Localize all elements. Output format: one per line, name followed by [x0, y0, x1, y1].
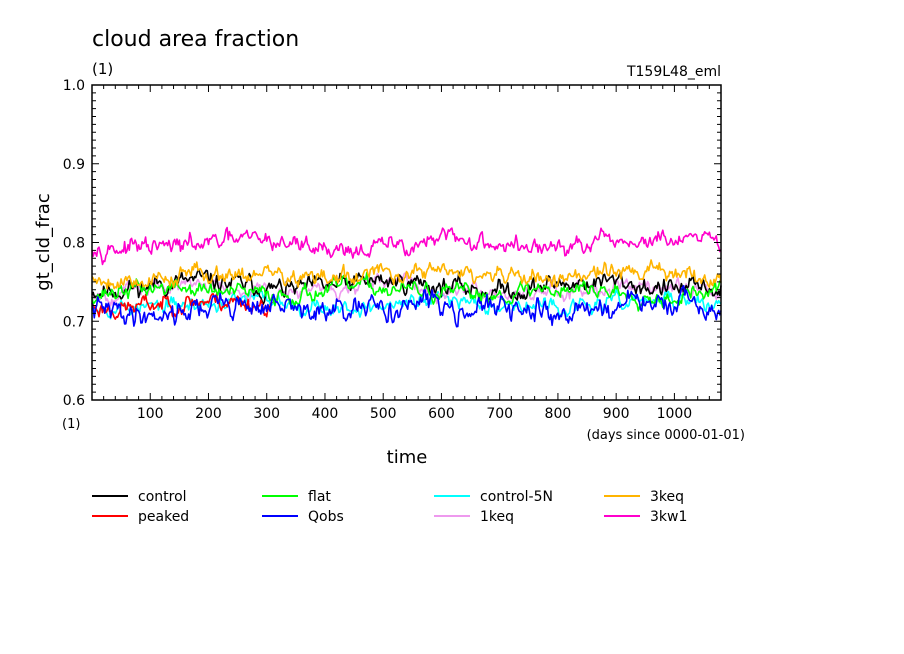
series-line-flat: [91, 271, 722, 312]
axis-ticks: [92, 85, 721, 400]
series-line-qobs: [91, 284, 722, 328]
x-axis-corner-unit: (1): [62, 417, 80, 432]
legend-label-1keq: 1keq: [480, 509, 514, 525]
x-tick-label: 500: [370, 406, 397, 422]
series-line-3keq: [91, 259, 722, 290]
y-tick-label: 0.6: [63, 393, 85, 409]
y-axis-label: gt_cld_frac: [33, 193, 54, 290]
legend-label-3keq: 3keq: [650, 489, 684, 505]
legend-label-peaked: peaked: [138, 509, 189, 525]
series-line-3kw1: [91, 226, 722, 266]
x-axis-unit: (days since 0000-01-01): [587, 428, 745, 443]
x-tick-label: 900: [603, 406, 630, 422]
y-tick-label: 0.8: [63, 236, 85, 252]
x-tick-labels: 100 200 300 400 500 600 700 800 900 1000: [137, 406, 692, 422]
x-tick-label: 100: [137, 406, 164, 422]
legend-label-qobs: Qobs: [308, 509, 344, 525]
x-tick-label: 200: [195, 406, 222, 422]
legend-label-flat: flat: [308, 489, 331, 505]
x-tick-label: 800: [545, 406, 572, 422]
y-tick-labels: 0.6 0.7 0.8 0.9 1.0: [63, 78, 85, 409]
plot-series: [91, 226, 722, 328]
legend-label-3kw1: 3kw1: [650, 509, 687, 525]
y-tick-label: 1.0: [63, 78, 85, 94]
y-tick-label: 0.7: [63, 314, 85, 330]
legend-label-control: control: [138, 489, 187, 505]
legend: control peaked flat Qobs control-5N 1keq 3keq 3…: [92, 489, 687, 525]
x-tick-label: 400: [312, 406, 339, 422]
series-line-control: [91, 269, 722, 306]
x-tick-label: 700: [486, 406, 513, 422]
y-tick-label: 0.9: [63, 157, 85, 173]
x-tick-label: 1000: [657, 406, 693, 422]
chart-title: cloud area fraction: [92, 27, 299, 52]
x-axis-label: time: [387, 447, 428, 468]
legend-label-control-5n: control-5N: [480, 489, 553, 505]
units-label: (1): [92, 60, 113, 78]
x-tick-label: 600: [428, 406, 455, 422]
x-tick-label: 300: [253, 406, 280, 422]
run-label: T159L48_eml: [626, 64, 721, 80]
